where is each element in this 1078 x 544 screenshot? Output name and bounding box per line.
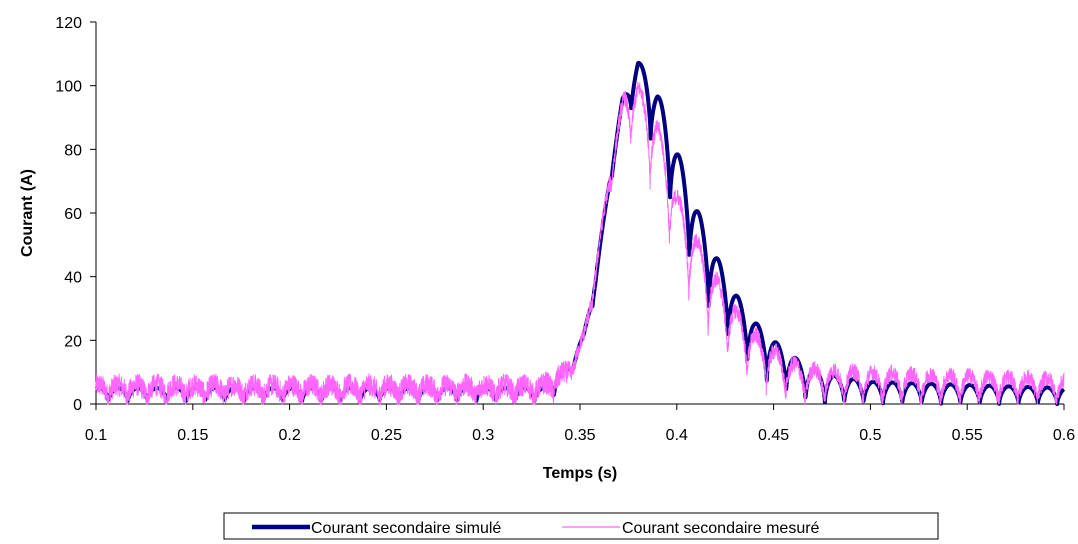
legend: Courant secondaire simulé Courant second… xyxy=(223,512,939,540)
x-tick-label: 0.3 xyxy=(472,427,494,444)
x-tick-label: 0.35 xyxy=(564,427,595,444)
series-line-simulated xyxy=(94,60,1066,406)
y-tick-label: 60 xyxy=(64,206,82,223)
legend-box xyxy=(223,512,939,540)
y-tick-label: 100 xyxy=(55,79,82,96)
x-axis-title: Temps (s) xyxy=(543,465,617,482)
y-tick-label: 0 xyxy=(73,397,82,414)
x-tick-label: 0.15 xyxy=(177,427,208,444)
y-tick-label: 80 xyxy=(64,142,82,159)
y-tick-label: 20 xyxy=(64,333,82,350)
x-tick-label: 0.2 xyxy=(278,427,300,444)
x-tick-label: 0.6 xyxy=(1053,427,1075,444)
x-tick-label: 0.1 xyxy=(85,427,107,444)
x-tick-label: 0.4 xyxy=(666,427,688,444)
series-line-measured xyxy=(95,81,1065,405)
x-tick-label: 0.45 xyxy=(758,427,789,444)
x-tick-label: 0.25 xyxy=(371,427,402,444)
x-tick-label: 0.55 xyxy=(952,427,983,444)
legend-label-measured: Courant secondaire mesuré xyxy=(622,520,820,537)
y-tick-label: 120 xyxy=(55,15,82,32)
y-axis-title: Courant (A) xyxy=(19,169,36,257)
x-tick-labels: 0.1 0.15 0.2 0.25 0.3 0.35 0.4 0.45 0.5 0.55 0.6 xyxy=(85,427,1075,444)
y-tick-labels: 0 20 40 60 80 100 120 xyxy=(55,15,82,414)
x-tick-label: 0.5 xyxy=(859,427,881,444)
legend-label-simulated: Courant secondaire simulé xyxy=(311,520,501,537)
series-layer xyxy=(94,60,1066,406)
y-tick-label: 40 xyxy=(64,270,82,287)
axes xyxy=(90,21,1065,410)
